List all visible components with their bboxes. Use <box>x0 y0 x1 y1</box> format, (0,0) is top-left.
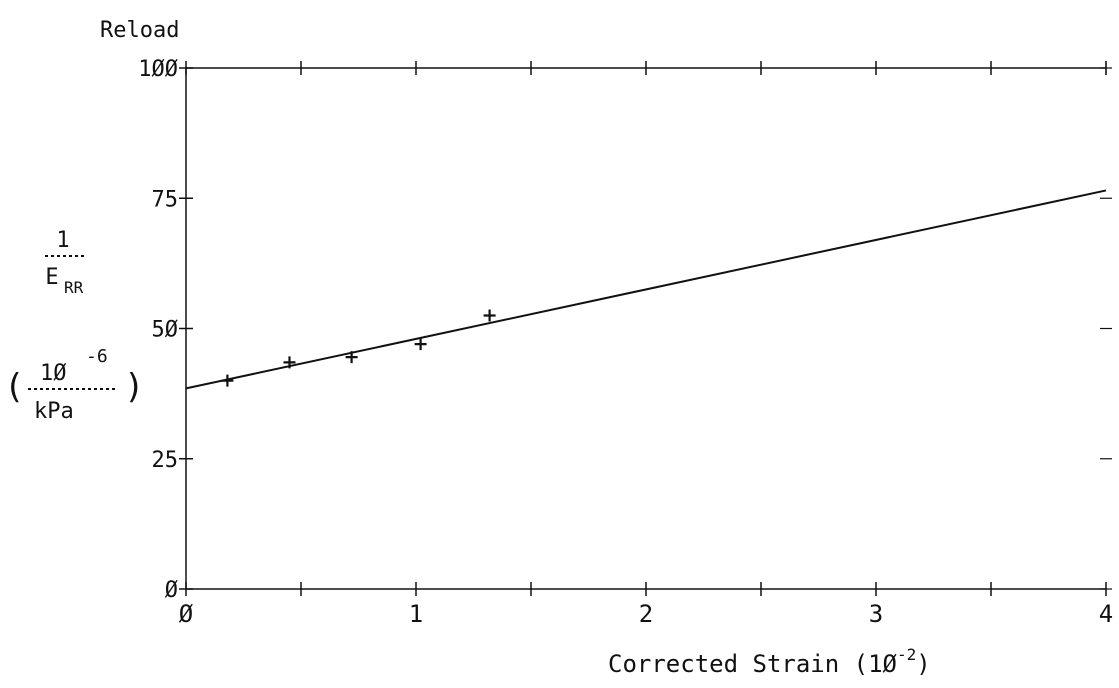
x-tick-label: Ø <box>179 600 194 628</box>
xlabel-text: Corrected Strain (1Ø <box>608 650 898 678</box>
y-tick-label: 25 <box>152 448 179 473</box>
ylabel-denominator-subscript: RR <box>64 278 84 297</box>
fit-line-group <box>185 189 1107 390</box>
ylabel-unit-exponent: -6 <box>86 346 108 367</box>
ylabel-unit-open: ( <box>4 367 24 407</box>
x-tick-label: 3 <box>869 600 883 628</box>
y-tick-label: Ø <box>165 578 178 603</box>
xlabel-close: ) <box>916 650 930 678</box>
chart-title: Reload <box>100 18 179 43</box>
ylabel-unit-numerator: 1Ø <box>40 361 67 386</box>
data-point <box>345 351 358 364</box>
data-point <box>283 356 296 369</box>
x-tick-label: 2 <box>639 600 653 628</box>
xlabel: Corrected Strain (1Ø-2) <box>608 645 931 678</box>
data-points <box>221 309 496 387</box>
x-tick-label: 4 <box>1099 600 1113 628</box>
ylabel-denominator: E <box>45 265 58 290</box>
ticks <box>179 61 1112 596</box>
x-tick-label: 1 <box>409 600 423 628</box>
ylabel-unit-denominator: kPa <box>34 399 74 424</box>
y-tick-label: 1ØØ <box>138 57 178 82</box>
y-tick-label: 5Ø <box>152 318 179 343</box>
ylabel-unit-close: ) <box>124 367 144 407</box>
data-point <box>414 338 427 351</box>
y-tick-label: 75 <box>152 187 179 212</box>
axes <box>185 67 1106 590</box>
ylabel-numerator: 1 <box>56 228 69 253</box>
xlabel-exponent: -2 <box>897 645 916 664</box>
data-point <box>483 309 496 322</box>
tick-labels: Ø 1 2 3 4 Ø 25 5Ø 75 1ØØ <box>138 57 1113 628</box>
data-point <box>221 374 234 387</box>
fit-line <box>185 189 1107 390</box>
